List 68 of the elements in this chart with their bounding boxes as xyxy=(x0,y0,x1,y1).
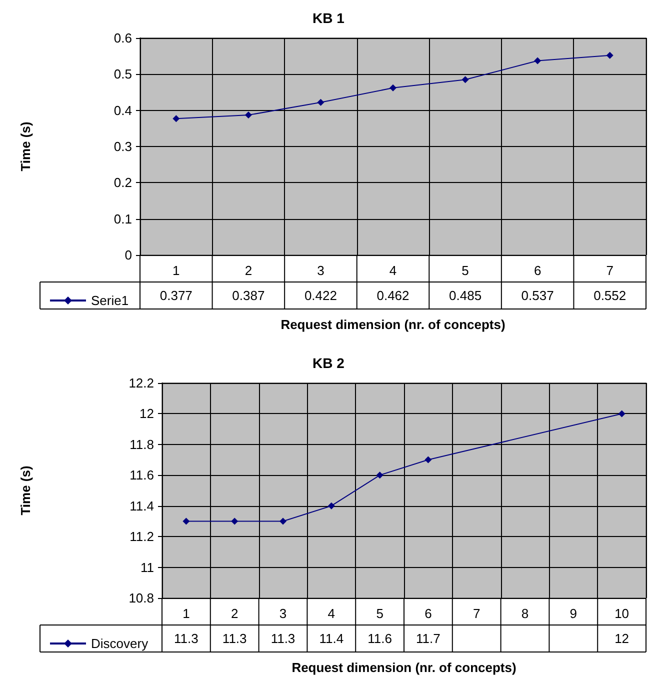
data-label: 0.377 xyxy=(160,288,192,303)
data-label: 11.4 xyxy=(319,631,344,646)
y-tick-label: 0.3 xyxy=(114,139,132,154)
point xyxy=(462,76,469,84)
x-tick-label: 10 xyxy=(614,606,630,621)
data-label: 11.3 xyxy=(270,631,296,646)
data-label: 11.7 xyxy=(416,631,440,646)
x-tick-label: 4 xyxy=(389,263,397,278)
x-tick-label: 3 xyxy=(317,263,324,278)
y-tick-label: 0 xyxy=(124,248,132,262)
data-label: 0.462 xyxy=(376,288,410,303)
data-label: 11.6 xyxy=(368,631,392,646)
y-tick-label: 11 xyxy=(140,560,154,575)
x-axis-title: Request dimension (nr. of concepts) xyxy=(292,660,516,675)
y-tick-label: 0.2 xyxy=(114,175,132,190)
chart-title: KB 1 xyxy=(312,10,345,26)
y-axis-title: Time (s) xyxy=(18,466,33,516)
y-tick-label: 0.1 xyxy=(114,211,132,226)
point xyxy=(328,502,335,510)
x-tick-label: 6 xyxy=(534,263,542,278)
x-axis-title: Request dimension (nr. of concepts) xyxy=(280,317,506,332)
point xyxy=(317,98,324,106)
point xyxy=(376,472,384,479)
data-label: 0.485 xyxy=(449,288,482,303)
point xyxy=(172,115,180,122)
x-tick-label: 5 xyxy=(462,263,469,278)
x-tick-label: 8 xyxy=(521,606,529,621)
data-label: 0.552 xyxy=(594,288,626,303)
x-tick-label: 4 xyxy=(328,606,336,621)
x-tick-label: 5 xyxy=(376,606,384,621)
legend-label: Discovery xyxy=(91,636,149,651)
data-label: 12 xyxy=(614,631,630,646)
point xyxy=(231,518,238,525)
x-tick-label: 2 xyxy=(230,606,238,621)
y-tick-label: 11.2 xyxy=(130,529,154,544)
y-tick-label: 0.4 xyxy=(114,102,132,118)
point xyxy=(182,518,190,525)
legend-label: Serie1 xyxy=(91,293,129,308)
point xyxy=(390,84,396,92)
y-tick-label: 10.8 xyxy=(128,590,154,606)
chart-title: KB 2 xyxy=(312,355,345,371)
point xyxy=(280,518,286,525)
x-tick-label: 7 xyxy=(606,263,614,278)
data-label: 0.422 xyxy=(304,288,337,303)
y-tick-label: 0.5 xyxy=(114,66,132,82)
y-tick-label: 11.4 xyxy=(130,498,154,514)
point xyxy=(618,410,626,418)
x-tick-label: 9 xyxy=(570,606,578,621)
y-tick-label: 12.2 xyxy=(128,376,154,390)
x-tick-label: 7 xyxy=(472,606,480,621)
point xyxy=(606,52,614,59)
data-label: 0.387 xyxy=(232,288,265,303)
point xyxy=(424,456,432,464)
y-tick-label: 0.6 xyxy=(114,30,132,46)
point xyxy=(534,57,542,64)
y-tick-label: 11.8 xyxy=(130,436,154,452)
point xyxy=(244,112,252,119)
x-tick-label: 1 xyxy=(182,606,190,621)
x-tick-label: 3 xyxy=(279,606,287,621)
x-tick-label: 1 xyxy=(172,263,180,278)
y-axis-title: Time (s) xyxy=(18,122,33,172)
x-tick-label: 6 xyxy=(424,606,432,621)
y-tick-label: 11.6 xyxy=(130,468,154,483)
y-tick-label: 12 xyxy=(140,406,154,422)
data-label: 0.537 xyxy=(521,288,554,303)
data-label: 11.3 xyxy=(174,631,198,646)
data-label: 11.3 xyxy=(222,631,247,646)
x-tick-label: 2 xyxy=(244,263,252,278)
